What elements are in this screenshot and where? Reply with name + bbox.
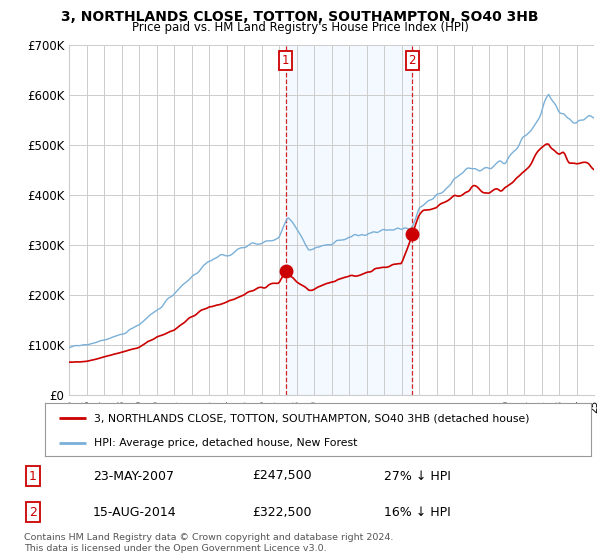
Text: 3, NORTHLANDS CLOSE, TOTTON, SOUTHAMPTON, SO40 3HB: 3, NORTHLANDS CLOSE, TOTTON, SOUTHAMPTON… bbox=[61, 10, 539, 24]
Text: HPI: Average price, detached house, New Forest: HPI: Average price, detached house, New … bbox=[94, 438, 358, 448]
Text: 27% ↓ HPI: 27% ↓ HPI bbox=[384, 469, 451, 483]
Text: 3, NORTHLANDS CLOSE, TOTTON, SOUTHAMPTON, SO40 3HB (detached house): 3, NORTHLANDS CLOSE, TOTTON, SOUTHAMPTON… bbox=[94, 413, 530, 423]
Text: 23-MAY-2007: 23-MAY-2007 bbox=[93, 469, 174, 483]
Text: 15-AUG-2014: 15-AUG-2014 bbox=[93, 506, 176, 519]
Text: 1: 1 bbox=[29, 469, 37, 483]
Text: 2: 2 bbox=[29, 506, 37, 519]
Text: Contains HM Land Registry data © Crown copyright and database right 2024.
This d: Contains HM Land Registry data © Crown c… bbox=[24, 533, 394, 553]
Text: Price paid vs. HM Land Registry's House Price Index (HPI): Price paid vs. HM Land Registry's House … bbox=[131, 21, 469, 34]
Text: 16% ↓ HPI: 16% ↓ HPI bbox=[384, 506, 451, 519]
Text: 1: 1 bbox=[282, 54, 289, 67]
Text: £247,500: £247,500 bbox=[252, 469, 311, 483]
Text: 2: 2 bbox=[409, 54, 416, 67]
Bar bbox=[286, 45, 412, 395]
Text: £322,500: £322,500 bbox=[252, 506, 311, 519]
